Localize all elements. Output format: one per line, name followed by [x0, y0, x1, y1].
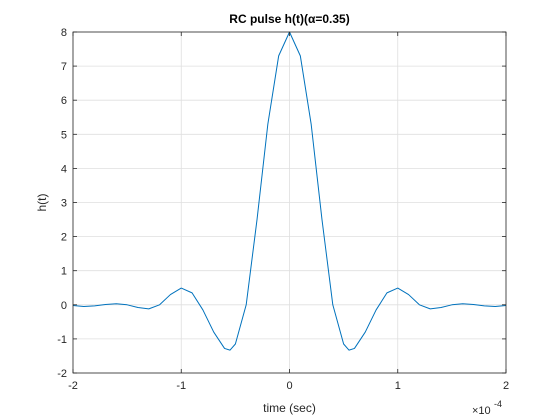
chart-title: RC pulse h(t)(α=0.35)	[229, 12, 349, 26]
y-tick-label: -1	[57, 334, 67, 346]
y-tick-label: -2	[57, 368, 67, 380]
x-exponent-base: ×10	[472, 405, 491, 417]
x-exponent-power: -4	[494, 399, 502, 409]
y-tick-label: 4	[61, 163, 67, 175]
y-tick-label: 7	[61, 61, 67, 73]
y-tick-label: 2	[61, 232, 67, 244]
tick-marks	[72, 31, 507, 374]
x-tick-label: 2	[503, 380, 509, 392]
x-tick-label: -2	[68, 380, 78, 392]
x-axis-label: time (sec)	[263, 401, 316, 415]
y-tick-label: 3	[61, 198, 67, 210]
y-tick-label: 8	[61, 27, 67, 39]
x-tick-label: -1	[176, 380, 186, 392]
x-tick-label: 1	[395, 380, 401, 392]
x-exponent-label: ×10 -4	[472, 399, 502, 417]
y-tick-label: 0	[61, 300, 67, 312]
y-tick-label: 1	[61, 266, 67, 278]
y-axis-label: h(t)	[35, 193, 49, 211]
tick-labels: -2 -1 0 1 2 -2 -1 0 1 2 3 4 5 6 7 8	[57, 27, 509, 392]
y-tick-label: 6	[61, 95, 67, 107]
y-tick-label: 5	[61, 129, 67, 141]
x-tick-label: 0	[286, 380, 292, 392]
